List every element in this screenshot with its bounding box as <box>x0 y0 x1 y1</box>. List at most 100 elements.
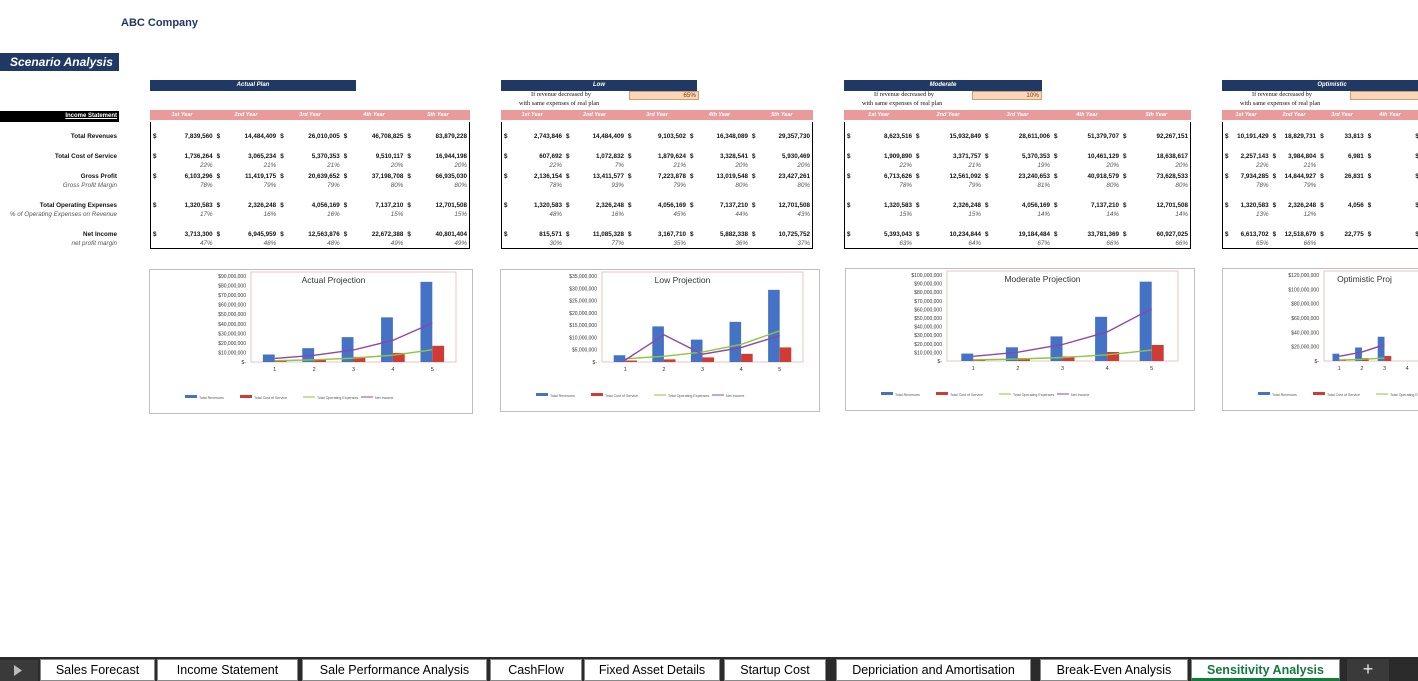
value-cell[interactable]: $607,692 <box>502 153 564 160</box>
percent-cell[interactable]: 16% <box>263 211 277 218</box>
value-cell[interactable]: $4,056,169 <box>626 202 688 209</box>
value-cell[interactable]: $8,623,516 <box>845 133 914 140</box>
percent-cell[interactable]: 21% <box>263 162 277 169</box>
percent-cell[interactable]: 22% <box>199 162 213 169</box>
sheet-tab[interactable]: Fixed Asset Details <box>584 659 720 681</box>
value-cell[interactable]: $1,736,264 <box>151 153 215 160</box>
sheet-tab[interactable]: Sensitivity Analysis <box>1191 659 1340 681</box>
value-cell[interactable]: $4,056 <box>1318 202 1366 209</box>
percent-cell[interactable]: 17% <box>199 211 213 218</box>
value-cell[interactable]: $37,198,708 <box>342 173 406 180</box>
percent-cell[interactable] <box>1366 211 1414 218</box>
percent-cell[interactable]: 36% <box>735 240 748 247</box>
percent-cell[interactable]: 48% <box>263 240 277 247</box>
value-cell[interactable]: $12,701,508 <box>1121 202 1190 209</box>
value-cell[interactable]: $92,267,151 <box>1121 133 1190 140</box>
revenue-change-input[interactable]: 10% <box>972 91 1042 100</box>
value-cell[interactable]: $26,010,005 <box>278 133 342 140</box>
percent-cell[interactable] <box>1413 211 1418 218</box>
revenue-bar[interactable] <box>768 289 780 362</box>
percent-cell[interactable]: 15% <box>454 211 467 218</box>
net-income-line[interactable] <box>624 333 780 361</box>
value-cell[interactable]: $3,713,300 <box>151 231 215 238</box>
value-cell[interactable]: $1,072,832 <box>564 153 626 160</box>
percent-cell[interactable]: 12% <box>1303 211 1317 218</box>
add-sheet-button[interactable]: + <box>1347 659 1389 681</box>
revenue-bar[interactable] <box>341 337 354 362</box>
revenue-bar[interactable] <box>381 317 393 362</box>
value-cell[interactable]: $6,945,959 <box>215 231 279 238</box>
value-cell[interactable]: $10,191,429 <box>1223 133 1271 140</box>
value-cell[interactable]: $2,326,248 <box>215 202 279 209</box>
value-cell[interactable]: $19,184,484 <box>983 231 1052 238</box>
value-cell[interactable]: $33,781,369 <box>1052 231 1121 238</box>
sheet-tab[interactable]: Startup Cost <box>724 659 826 681</box>
legend-item[interactable]: Net Income <box>1057 393 1089 397</box>
value-cell[interactable]: $16,348,089 <box>688 133 750 140</box>
percent-cell[interactable]: 14% <box>1106 211 1119 218</box>
value-cell[interactable]: $33,813 <box>1318 133 1366 140</box>
percent-cell[interactable]: 80% <box>390 182 404 189</box>
value-cell[interactable]: $23,427,261 <box>750 173 812 180</box>
percent-cell[interactable]: 78% <box>199 182 213 189</box>
percent-cell[interactable] <box>1318 162 1366 169</box>
percent-cell[interactable]: 49% <box>454 240 467 247</box>
value-cell[interactable]: $5,370,353 <box>278 153 342 160</box>
legend-item[interactable]: Total Operating Expenses <box>654 394 709 398</box>
legend-item[interactable]: Total Cost of Service <box>591 393 638 398</box>
percent-cell[interactable]: 67% <box>1037 240 1050 247</box>
revenue-bar[interactable] <box>1355 347 1362 361</box>
percent-cell[interactable]: 16% <box>611 211 624 218</box>
value-cell[interactable]: $ <box>1366 133 1414 140</box>
percent-cell[interactable]: 78% <box>899 182 912 189</box>
value-cell[interactable]: $18,638,617 <box>1121 153 1190 160</box>
cost-of-service-bar[interactable] <box>353 356 366 362</box>
revenue-change-input[interactable] <box>1350 91 1418 100</box>
net-income-line[interactable] <box>1339 344 1385 357</box>
percent-cell[interactable]: 20% <box>797 162 810 169</box>
percent-cell[interactable]: 93% <box>611 182 624 189</box>
value-cell[interactable]: $6,981 <box>1318 153 1366 160</box>
value-cell[interactable]: $29,357,730 <box>750 133 812 140</box>
value-cell[interactable]: $73,628,533 <box>1121 173 1190 180</box>
percent-cell[interactable]: 21% <box>968 162 981 169</box>
percent-cell[interactable]: 15% <box>968 211 981 218</box>
percent-cell[interactable]: 79% <box>673 182 686 189</box>
cost-of-service-bar[interactable] <box>1062 356 1075 361</box>
value-cell[interactable]: $13,019,548 <box>688 173 750 180</box>
revenue-bar[interactable] <box>302 348 315 362</box>
value-cell[interactable]: $7,137,210 <box>688 202 750 209</box>
percent-cell[interactable]: 80% <box>797 182 810 189</box>
revenue-bar[interactable] <box>1139 281 1152 361</box>
value-cell[interactable]: $ <box>1413 231 1418 238</box>
revenue-change-input[interactable]: 65% <box>629 91 699 100</box>
value-cell[interactable]: $12,701,508 <box>405 202 469 209</box>
percent-cell[interactable]: 20% <box>454 162 467 169</box>
percent-cell[interactable]: 35% <box>673 240 686 247</box>
sheet-nav-button[interactable] <box>0 660 38 681</box>
legend-item[interactable]: Total Cost of Service <box>240 395 287 400</box>
revenue-bar[interactable] <box>1332 353 1340 361</box>
percent-cell[interactable] <box>1366 240 1414 247</box>
legend-item[interactable]: Total Revenues <box>881 392 920 397</box>
legend-item[interactable]: Net Income <box>361 396 393 400</box>
percent-cell[interactable]: 66% <box>1175 240 1188 247</box>
legend-item[interactable]: Total Operating Expenses <box>999 393 1054 397</box>
percent-cell[interactable]: 80% <box>735 182 748 189</box>
cost-of-service-bar[interactable] <box>314 359 326 362</box>
value-cell[interactable]: $6,713,626 <box>845 173 914 180</box>
value-cell[interactable]: $ <box>1413 133 1418 140</box>
percent-cell[interactable]: 43% <box>797 211 810 218</box>
cost-of-service-bar[interactable] <box>392 352 405 362</box>
revenue-bar[interactable] <box>652 326 664 362</box>
value-cell[interactable]: $11,419,175 <box>215 173 279 180</box>
value-cell[interactable]: $2,136,154 <box>502 173 564 180</box>
cost-of-service-bar[interactable] <box>1017 358 1030 361</box>
value-cell[interactable]: $2,257,143 <box>1223 153 1271 160</box>
sheet-tab[interactable]: Sale Performance Analysis <box>302 659 487 681</box>
projection-chart[interactable]: $35,000,000 $30,000,000 $25,000,000 $20,000… <box>500 269 820 412</box>
value-cell[interactable]: $66,935,030 <box>405 173 469 180</box>
value-cell[interactable]: $14,484,409 <box>564 133 626 140</box>
revenue-bar[interactable] <box>729 321 742 362</box>
value-cell[interactable]: $5,370,353 <box>983 153 1052 160</box>
